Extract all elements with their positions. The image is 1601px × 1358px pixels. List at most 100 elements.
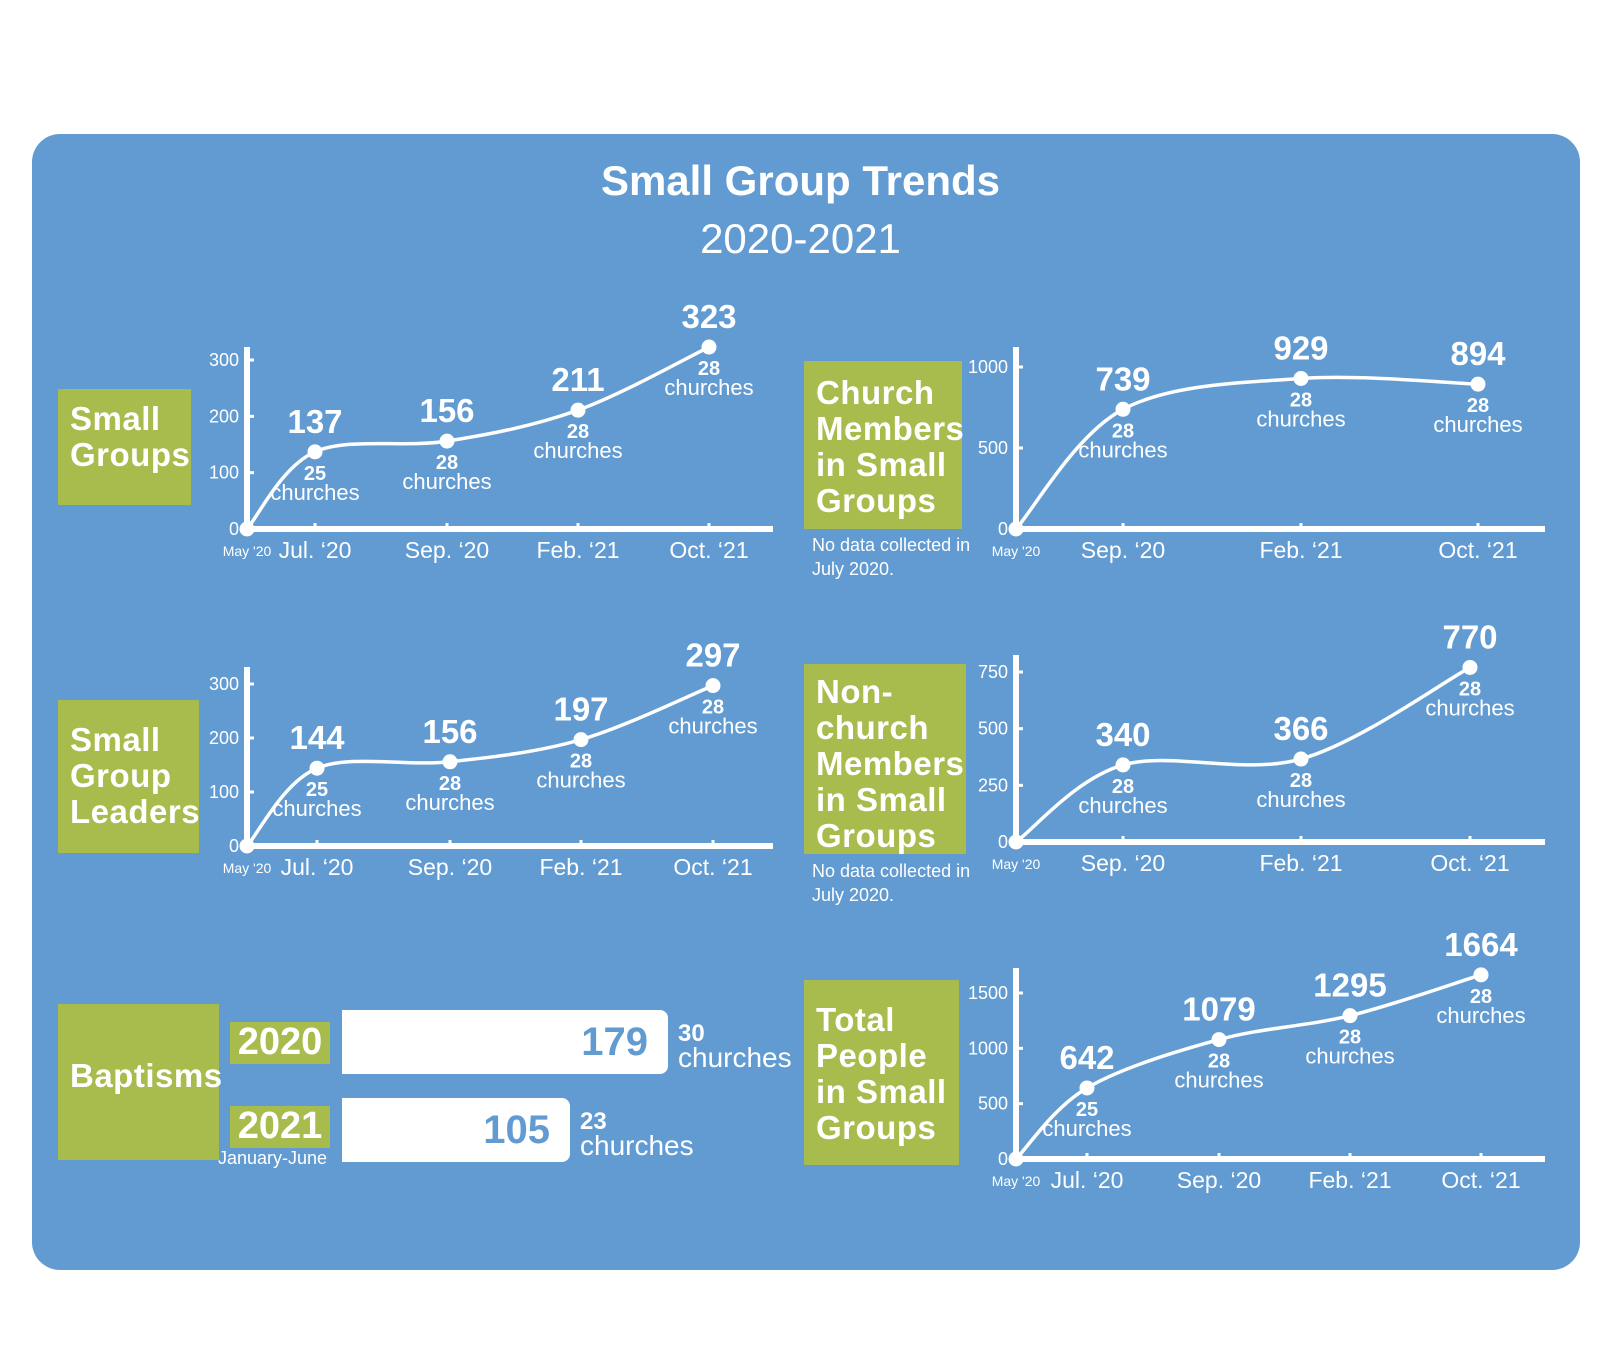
data-label: 137 (287, 403, 342, 440)
churches-count: 28 (567, 421, 589, 443)
data-point (1008, 1151, 1024, 1167)
churches-count: 28 (570, 751, 592, 773)
x-tick-label: May '20 (992, 856, 1041, 872)
data-label: 297 (685, 637, 740, 674)
baptism-count-2020: 30 (678, 1020, 705, 1047)
churches-word: churches (402, 469, 491, 494)
y-tick-label: 200 (209, 406, 239, 426)
data-point (439, 433, 455, 449)
data-point (570, 402, 586, 418)
churches-count: 28 (1208, 1051, 1230, 1073)
label-small-groups: Small Groups (58, 389, 191, 505)
churches-count: 28 (1467, 395, 1489, 417)
data-label: 1664 (1444, 926, 1518, 963)
data-label: 156 (419, 392, 474, 429)
data-label: 323 (681, 298, 736, 335)
churches-count: 28 (698, 358, 720, 380)
data-point (1211, 1032, 1227, 1048)
y-tick-label: 0 (998, 832, 1008, 852)
label-leaders: Small Group Leaders (58, 700, 200, 853)
data-label: 156 (422, 713, 477, 750)
churches-count: 25 (1076, 1099, 1098, 1121)
data-point (1470, 376, 1486, 392)
y-tick-label: 500 (978, 719, 1008, 739)
x-tick-label: Oct. ‘21 (1438, 537, 1517, 563)
y-tick-label: 750 (978, 662, 1008, 682)
churches-word: churches (664, 375, 753, 400)
churches-word: churches (1256, 407, 1345, 432)
data-label: 642 (1059, 1039, 1114, 1076)
x-tick-label: Feb. ‘21 (536, 537, 619, 563)
data-point (1293, 751, 1309, 767)
y-tick-label: 200 (209, 728, 239, 748)
x-tick-label: Oct. ‘21 (669, 537, 748, 563)
y-tick-label: 100 (209, 463, 239, 483)
data-label: 1079 (1182, 991, 1255, 1028)
data-point (1079, 1080, 1095, 1096)
x-tick-label: May '20 (992, 1173, 1041, 1189)
baptism-year-2020: 2020 (230, 1022, 330, 1064)
churches-count: 28 (1459, 678, 1481, 700)
churches-count: 28 (436, 452, 458, 474)
y-tick-label: 0 (998, 519, 1008, 539)
x-tick-label: May '20 (223, 860, 272, 876)
series-line (1014, 375, 1479, 531)
x-tick-label: Jul. ‘20 (281, 854, 354, 880)
baptism-word-2020: churches (678, 1042, 792, 1073)
x-tick-label: Feb. ‘21 (1259, 850, 1342, 876)
y-tick-label: 0 (229, 836, 239, 856)
churches-word: churches (1305, 1044, 1394, 1069)
x-tick-label: Jul. ‘20 (1051, 1167, 1124, 1193)
x-tick-label: Oct. ‘21 (1441, 1167, 1520, 1193)
x-tick-label: Sep. ‘20 (1081, 850, 1165, 876)
note-nonmembers: No data collected in July 2020. (812, 861, 971, 905)
x-tick-label: Oct. ‘21 (1430, 850, 1509, 876)
data-point (573, 732, 589, 748)
data-label: 770 (1442, 618, 1497, 655)
x-tick-label: Jul. ‘20 (279, 537, 352, 563)
y-tick-label: 1500 (968, 983, 1008, 1003)
series-line (1014, 665, 1471, 844)
churches-count: 28 (1470, 986, 1492, 1008)
label-church-members: Church Members in Small Groups (804, 361, 964, 529)
churches-count: 28 (1290, 770, 1312, 792)
x-tick-label: May '20 (992, 543, 1041, 559)
baptism-bar-2021: 105 (342, 1098, 570, 1162)
churches-word: churches (1174, 1068, 1263, 1093)
data-label: 739 (1095, 360, 1150, 397)
data-point (1008, 834, 1024, 850)
churches-word: churches (1042, 1116, 1131, 1141)
data-label: 366 (1273, 710, 1328, 747)
churches-word: churches (533, 438, 622, 463)
x-tick-label: Feb. ‘21 (539, 854, 622, 880)
data-label: 340 (1095, 716, 1150, 753)
churches-word: churches (1078, 437, 1167, 462)
label-nonmembers: Non-church Members in Small Groups (804, 664, 966, 854)
y-tick-label: 1000 (968, 1038, 1008, 1058)
data-label: 894 (1450, 335, 1506, 372)
churches-word: churches (405, 790, 494, 815)
y-tick-label: 100 (209, 782, 239, 802)
data-label: 197 (553, 691, 608, 728)
churches-count: 28 (1112, 776, 1134, 798)
churches-count: 28 (702, 697, 724, 719)
data-point (1293, 371, 1309, 387)
data-point (309, 760, 325, 776)
baptism-bar-2020: 179 (342, 1010, 668, 1074)
churches-count: 25 (304, 463, 326, 485)
churches-count: 28 (1290, 390, 1312, 412)
churches-word: churches (668, 714, 757, 739)
x-tick-label: Sep. ‘20 (408, 854, 492, 880)
churches-count: 28 (1112, 420, 1134, 442)
baptism-word-2021: churches (580, 1130, 694, 1161)
churches-word: churches (270, 480, 359, 505)
y-tick-label: 250 (978, 775, 1008, 795)
churches-word: churches (1433, 412, 1522, 437)
data-label: 144 (289, 719, 345, 756)
data-label: 1295 (1313, 967, 1386, 1004)
churches-word: churches (1436, 1003, 1525, 1028)
